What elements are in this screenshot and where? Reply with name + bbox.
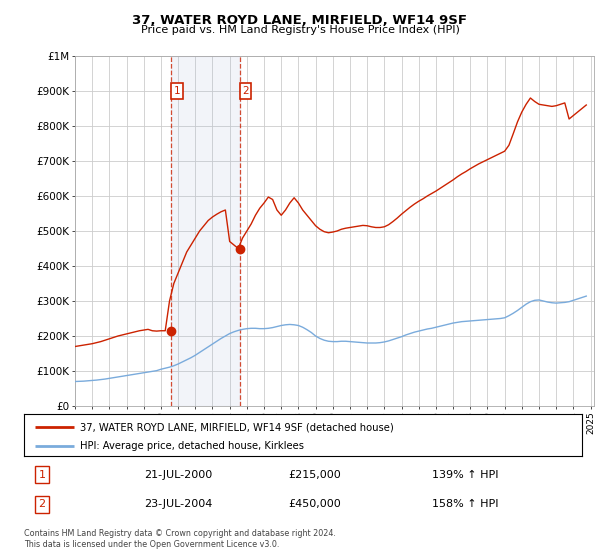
Text: 139% ↑ HPI: 139% ↑ HPI	[432, 470, 499, 480]
Text: 37, WATER ROYD LANE, MIRFIELD, WF14 9SF (detached house): 37, WATER ROYD LANE, MIRFIELD, WF14 9SF …	[80, 422, 394, 432]
Text: 2: 2	[38, 500, 46, 509]
Text: 2: 2	[242, 86, 249, 96]
Text: HPI: Average price, detached house, Kirklees: HPI: Average price, detached house, Kirk…	[80, 441, 304, 451]
Text: 1: 1	[173, 86, 180, 96]
Text: Price paid vs. HM Land Registry's House Price Index (HPI): Price paid vs. HM Land Registry's House …	[140, 25, 460, 35]
Text: £215,000: £215,000	[288, 470, 341, 480]
Text: 1: 1	[38, 470, 46, 480]
Text: 23-JUL-2004: 23-JUL-2004	[144, 500, 212, 509]
Text: £450,000: £450,000	[288, 500, 341, 509]
Text: 158% ↑ HPI: 158% ↑ HPI	[432, 500, 499, 509]
Text: Contains HM Land Registry data © Crown copyright and database right 2024.
This d: Contains HM Land Registry data © Crown c…	[24, 529, 336, 549]
Text: 21-JUL-2000: 21-JUL-2000	[144, 470, 212, 480]
Text: 37, WATER ROYD LANE, MIRFIELD, WF14 9SF: 37, WATER ROYD LANE, MIRFIELD, WF14 9SF	[133, 14, 467, 27]
Bar	[171, 56, 239, 406]
